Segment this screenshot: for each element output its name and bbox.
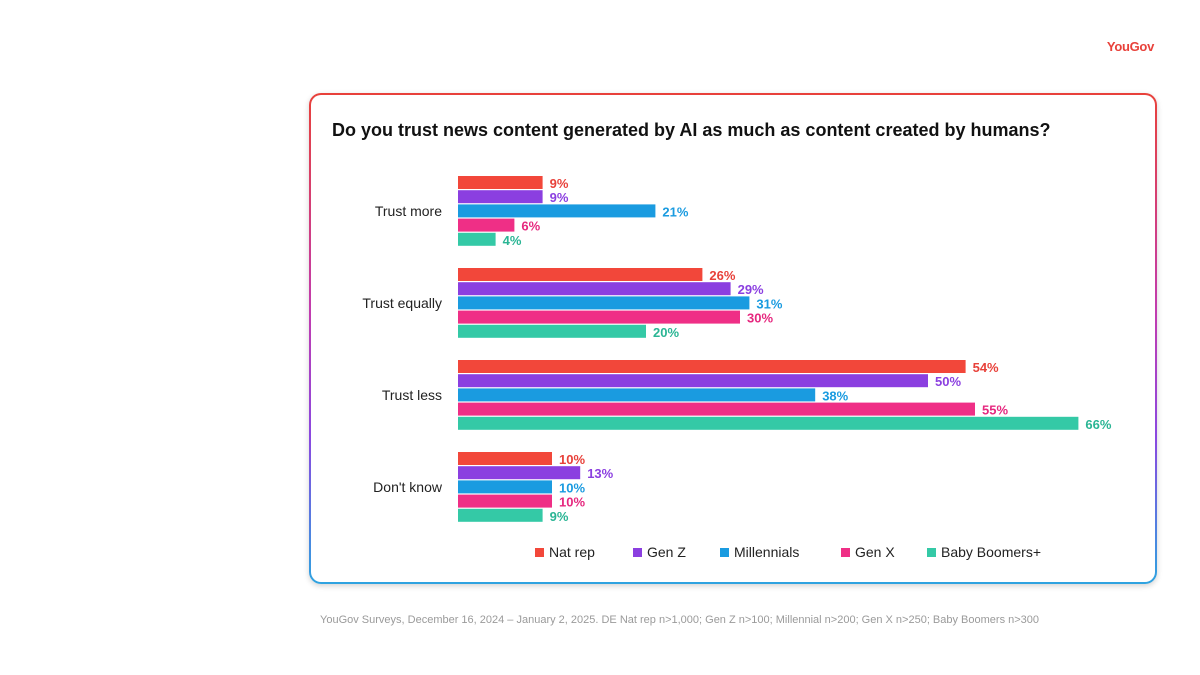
category-label-trust-more: Trust more	[375, 203, 442, 219]
legend-label-gen-x: Gen X	[855, 544, 895, 560]
value-label-gen-x-trust-equally: 30%	[747, 311, 773, 326]
bar-millennials-trust-less	[458, 388, 816, 402]
chart-card-inner: Do you trust news content generated by A…	[311, 95, 1155, 582]
category-label-don-t-know: Don't know	[373, 479, 443, 495]
value-label-baby-boomers-don-t-know: 9%	[550, 509, 569, 524]
legend-swatch-millennials	[720, 548, 729, 557]
bar-gen-z-trust-more	[458, 190, 543, 204]
bar-baby-boomers-trust-more	[458, 232, 496, 246]
legend-swatch-gen-x	[841, 548, 850, 557]
legend-swatch-baby-boomers	[927, 548, 936, 557]
bar-millennials-trust-equally	[458, 296, 750, 310]
bar-baby-boomers-don-t-know	[458, 508, 543, 522]
value-label-gen-z-trust-more: 9%	[550, 190, 569, 205]
legend-label-baby-boomers: Baby Boomers+	[941, 544, 1041, 560]
category-label-trust-less: Trust less	[382, 387, 442, 403]
value-label-millennials-don-t-know: 10%	[559, 480, 585, 495]
value-label-baby-boomers-trust-more: 4%	[503, 233, 522, 248]
value-label-gen-z-trust-less: 50%	[935, 374, 961, 389]
value-label-gen-z-don-t-know: 13%	[587, 466, 613, 481]
value-label-gen-z-trust-equally: 29%	[738, 282, 764, 297]
bar-millennials-don-t-know	[458, 480, 552, 494]
legend-label-gen-z: Gen Z	[647, 544, 686, 560]
value-label-baby-boomers-trust-less: 66%	[1085, 417, 1111, 432]
bar-baby-boomers-trust-less	[458, 416, 1079, 430]
category-label-trust-equally: Trust equally	[362, 295, 442, 311]
value-label-nat-rep-trust-more: 9%	[550, 176, 569, 191]
chart-title: Do you trust news content generated by A…	[332, 120, 1051, 140]
value-label-nat-rep-trust-less: 54%	[973, 360, 999, 375]
bar-gen-x-trust-equally	[458, 310, 740, 324]
bar-nat-rep-don-t-know	[458, 452, 552, 465]
value-label-nat-rep-trust-equally: 26%	[709, 268, 735, 283]
value-label-gen-x-trust-less: 55%	[982, 403, 1008, 418]
bar-gen-x-trust-less	[458, 402, 975, 416]
legend-swatch-gen-z	[633, 548, 642, 557]
value-label-millennials-trust-more: 21%	[662, 204, 688, 219]
value-label-nat-rep-don-t-know: 10%	[559, 452, 585, 467]
value-label-millennials-trust-equally: 31%	[756, 296, 782, 311]
bar-gen-x-trust-more	[458, 218, 515, 232]
value-label-millennials-trust-less: 38%	[822, 388, 848, 403]
legend-label-millennials: Millennials	[734, 544, 799, 560]
bar-gen-z-trust-less	[458, 374, 928, 388]
bar-gen-x-don-t-know	[458, 494, 552, 508]
legend-label-nat-rep: Nat rep	[549, 544, 595, 560]
footnote: YouGov Surveys, December 16, 2024 – Janu…	[320, 614, 1040, 626]
bar-gen-z-don-t-know	[458, 466, 581, 480]
legend-swatch-nat-rep	[535, 548, 544, 557]
value-label-baby-boomers-trust-equally: 20%	[653, 325, 679, 340]
yougov-logo: YouGov	[1106, 39, 1154, 54]
bar-gen-z-trust-equally	[458, 282, 731, 296]
bar-nat-rep-trust-less	[458, 360, 966, 373]
bar-baby-boomers-trust-equally	[458, 324, 646, 338]
value-label-gen-x-don-t-know: 10%	[559, 495, 585, 510]
bar-nat-rep-trust-more	[458, 176, 543, 189]
value-label-gen-x-trust-more: 6%	[521, 219, 540, 234]
bar-millennials-trust-more	[458, 204, 656, 218]
chart-card: Do you trust news content generated by A…	[309, 93, 1157, 584]
bar-nat-rep-trust-equally	[458, 268, 703, 281]
